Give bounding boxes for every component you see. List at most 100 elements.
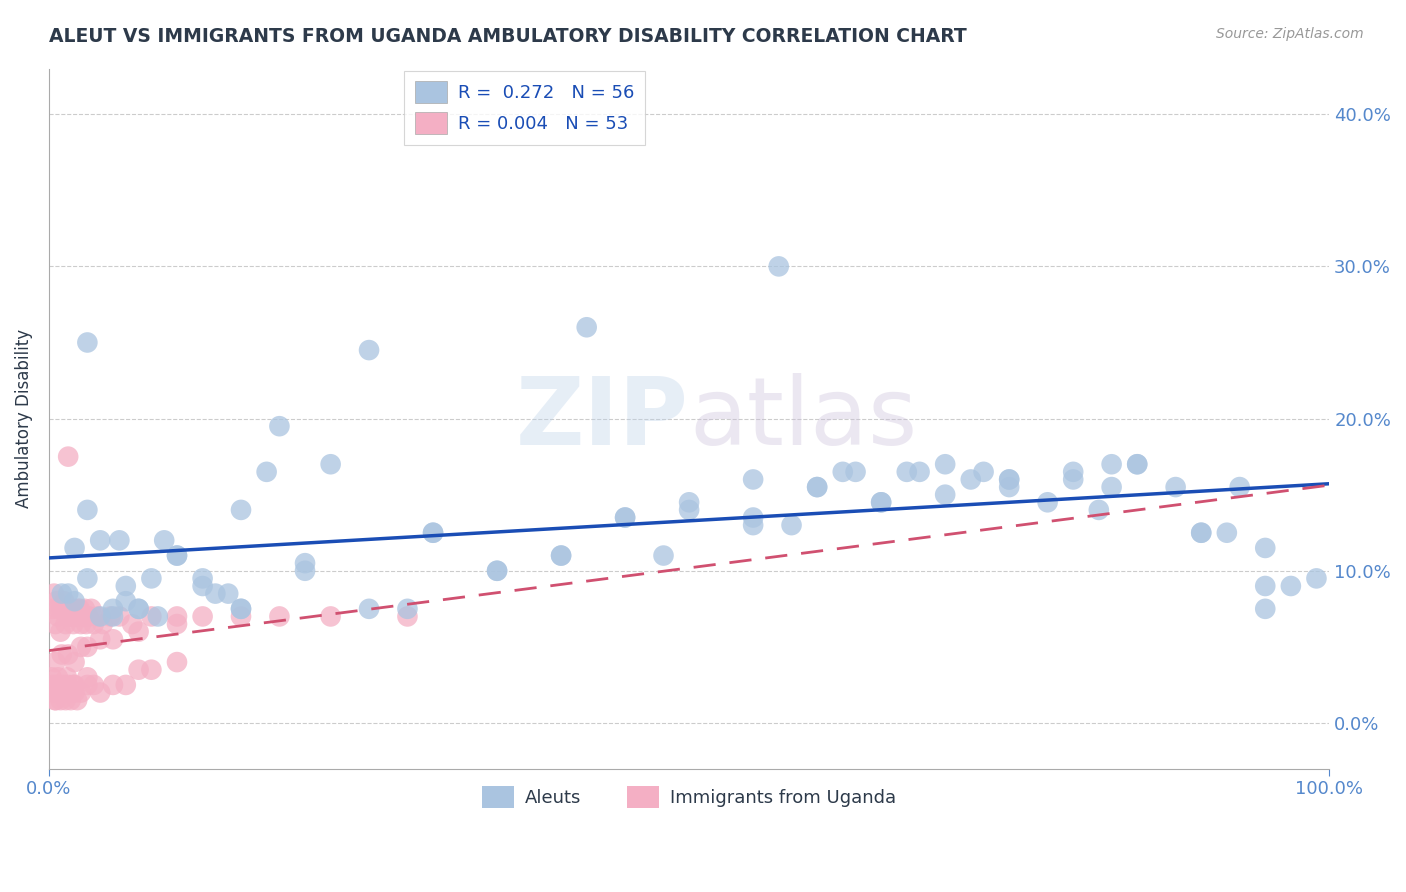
Point: [908, 465, 931, 479]
Point: [58, 609, 80, 624]
Point: [67, 602, 90, 616]
Point: [319, 457, 342, 471]
Point: [998, 480, 1021, 494]
Point: [742, 510, 765, 524]
Point: [806, 480, 828, 494]
Point: [76, 571, 98, 585]
Point: [65, 609, 87, 624]
Point: [128, 602, 150, 616]
Point: [742, 473, 765, 487]
Point: [141, 571, 163, 585]
Point: [229, 602, 252, 616]
Point: [204, 586, 226, 600]
Point: [42, 678, 65, 692]
Point: [76, 670, 98, 684]
Point: [55, 617, 77, 632]
Point: [56, 450, 79, 464]
Point: [83, 678, 105, 692]
Point: [1305, 571, 1327, 585]
Point: [486, 564, 509, 578]
Point: [44, 693, 66, 707]
Point: [76, 609, 98, 624]
Point: [550, 549, 572, 563]
Point: [1126, 457, 1149, 471]
Point: [44, 617, 66, 632]
Point: [114, 594, 136, 608]
Point: [56, 678, 79, 692]
Point: [80, 602, 103, 616]
Point: [166, 617, 188, 632]
Point: [59, 609, 82, 624]
Point: [63, 541, 86, 555]
Point: [229, 503, 252, 517]
Point: [101, 609, 124, 624]
Point: [63, 594, 86, 608]
Point: [998, 473, 1021, 487]
Point: [166, 609, 188, 624]
Point: [62, 617, 84, 632]
Point: [780, 518, 803, 533]
Point: [89, 533, 111, 548]
Point: [55, 693, 77, 707]
Point: [1279, 579, 1302, 593]
Point: [550, 549, 572, 563]
Point: [66, 609, 89, 624]
Point: [49, 624, 72, 639]
Point: [46, 670, 69, 684]
Point: [1036, 495, 1059, 509]
Point: [91, 617, 114, 632]
Point: [44, 693, 66, 707]
Point: [575, 320, 598, 334]
Point: [1101, 457, 1123, 471]
Point: [768, 260, 790, 274]
Text: ALEUT VS IMMIGRANTS FROM UGANDA AMBULATORY DISABILITY CORRELATION CHART: ALEUT VS IMMIGRANTS FROM UGANDA AMBULATO…: [49, 27, 967, 45]
Point: [63, 602, 86, 616]
Point: [396, 602, 419, 616]
Point: [121, 617, 143, 632]
Point: [69, 602, 91, 616]
Point: [70, 640, 93, 654]
Point: [1088, 503, 1111, 517]
Point: [959, 473, 981, 487]
Point: [934, 488, 956, 502]
Point: [41, 670, 63, 684]
Point: [45, 594, 67, 608]
Point: [46, 609, 69, 624]
Point: [56, 648, 79, 662]
Point: [114, 579, 136, 593]
Point: [70, 617, 93, 632]
Point: [58, 685, 80, 699]
Point: [229, 602, 252, 616]
Point: [42, 602, 65, 616]
Point: [973, 465, 995, 479]
Point: [114, 678, 136, 692]
Point: [53, 685, 76, 699]
Point: [396, 609, 419, 624]
Point: [56, 586, 79, 600]
Point: [269, 609, 291, 624]
Point: [63, 655, 86, 669]
Point: [146, 609, 169, 624]
Point: [486, 564, 509, 578]
Point: [141, 609, 163, 624]
Point: [1254, 579, 1277, 593]
Point: [1062, 473, 1084, 487]
Text: atlas: atlas: [689, 373, 917, 465]
Point: [831, 465, 853, 479]
Point: [1189, 525, 1212, 540]
Point: [166, 655, 188, 669]
Point: [76, 335, 98, 350]
Point: [49, 693, 72, 707]
Point: [1229, 480, 1251, 494]
Point: [56, 602, 79, 616]
Point: [357, 343, 380, 357]
Point: [89, 632, 111, 647]
Point: [75, 617, 97, 632]
Point: [1126, 457, 1149, 471]
Point: [76, 640, 98, 654]
Point: [217, 586, 239, 600]
Point: [896, 465, 918, 479]
Point: [128, 602, 150, 616]
Point: [998, 473, 1021, 487]
Point: [422, 525, 444, 540]
